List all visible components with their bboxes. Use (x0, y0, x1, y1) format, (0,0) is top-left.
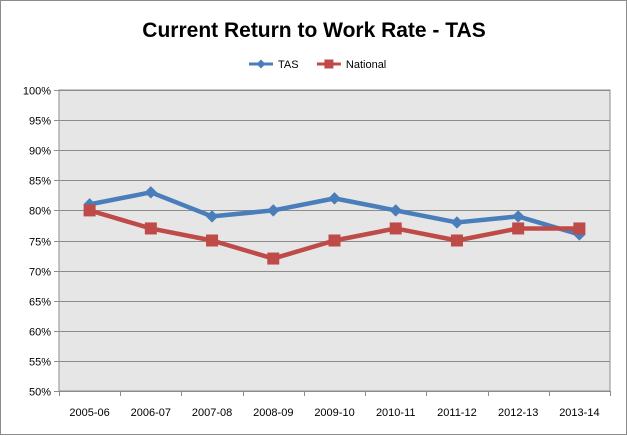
y-tick-label: 75% (29, 237, 51, 249)
x-tick-label: 2011-12 (437, 407, 477, 419)
data-point-tas (267, 204, 280, 217)
legend-label: TAS (278, 59, 299, 71)
y-tick-label: 95% (29, 116, 51, 128)
data-point-tas (205, 210, 219, 223)
data-point-national (144, 222, 157, 235)
y-tick-label: 70% (29, 267, 51, 279)
data-point-national (389, 222, 402, 235)
y-tick-label: 80% (29, 206, 51, 218)
data-point-tas (328, 192, 341, 205)
legend-marker (256, 59, 266, 69)
x-tick-label: 2005-06 (69, 407, 109, 419)
data-point-tas (144, 186, 158, 199)
legend-item-tas: TAS (249, 59, 299, 71)
x-tick-label: 2007-08 (192, 407, 232, 419)
x-axis: 2005-06 2006-07 2007-08 2008-09 2009-10 2010-… (59, 391, 611, 419)
x-tick-label: 2010-11 (376, 407, 416, 419)
legend-label: National (346, 59, 386, 71)
y-tick-label: 50% (29, 387, 51, 399)
data-point-tas (450, 216, 464, 229)
x-tick-label: 2012-13 (498, 407, 538, 419)
chart-title: Current Return to Work Rate - TAS (142, 19, 485, 42)
y-tick-label: 65% (29, 297, 51, 309)
data-point-tas (389, 204, 402, 217)
y-axis: 50% 55% 60% 65% 70% 75% 80% 85% 90% 95% 100% (23, 86, 59, 399)
x-tick-label: 2006-07 (131, 407, 171, 419)
x-tick-label: 2013-14 (559, 407, 599, 419)
data-point-national (573, 222, 586, 235)
data-point-tas (511, 210, 525, 223)
data-point-national (267, 252, 280, 265)
y-tick-label: 55% (29, 357, 51, 369)
x-tick-label: 2008-09 (253, 407, 293, 419)
data-point-national (328, 234, 341, 247)
data-point-national (450, 234, 463, 247)
y-tick-label: 90% (29, 146, 51, 158)
y-tick-label: 85% (29, 176, 51, 188)
legend-item-national: National (316, 59, 386, 71)
y-tick-label: 60% (29, 327, 51, 339)
y-tick-label: 100% (23, 86, 51, 98)
data-point-national (512, 222, 525, 235)
data-point-national (83, 204, 96, 217)
series-group (83, 186, 586, 265)
legend: TAS National (249, 59, 386, 71)
x-tick-label: 2009-10 (314, 407, 354, 419)
data-point-national (206, 234, 219, 247)
legend-marker (324, 59, 334, 69)
